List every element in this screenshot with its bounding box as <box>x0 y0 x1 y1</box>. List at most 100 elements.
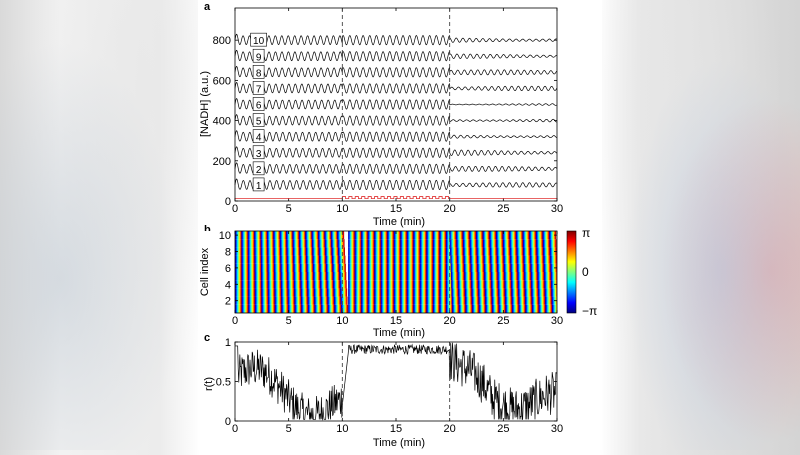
phase-stripe <box>301 296 308 305</box>
panel-c-ytick-label: 1 <box>225 337 231 349</box>
phase-stripe <box>241 296 249 305</box>
cell-label-9: 9 <box>256 52 262 63</box>
phase-stripe <box>426 239 434 248</box>
phase-stripe <box>287 288 295 297</box>
phase-stripe <box>458 304 466 313</box>
phase-stripe <box>367 272 375 281</box>
phase-stripe <box>406 231 414 240</box>
phase-stripe <box>274 304 282 313</box>
phase-stripe <box>312 247 320 256</box>
phase-stripe <box>419 304 427 313</box>
panel-c-xtick-label: 15 <box>390 423 402 435</box>
phase-stripe <box>498 296 506 305</box>
phase-stripe <box>490 263 498 272</box>
panel-b-mask-left <box>198 231 235 313</box>
phase-stripe <box>482 231 490 240</box>
phase-stripe <box>299 255 307 264</box>
phase-stripe <box>400 231 408 240</box>
phase-stripe <box>348 280 355 289</box>
phase-stripe <box>419 247 427 256</box>
phase-stripe <box>511 280 519 289</box>
panel-b-xlabel: Time (min) <box>373 327 425 339</box>
phase-stripe <box>293 272 301 281</box>
cell-label-5: 5 <box>256 117 262 128</box>
panel-a-xtick-label: 10 <box>336 203 348 215</box>
cell-label-10: 10 <box>253 36 265 47</box>
phase-stripe <box>280 263 288 272</box>
phase-stripe <box>387 255 395 264</box>
nadh-trace-cell-1 <box>234 178 557 190</box>
phase-stripe <box>387 239 395 248</box>
phase-stripe <box>503 247 511 256</box>
phase-stripe <box>361 239 368 248</box>
cell-label-2: 2 <box>256 165 262 176</box>
phase-stripe <box>543 255 551 264</box>
phase-stripe <box>457 272 465 281</box>
phase-stripe <box>254 231 262 240</box>
phase-stripe <box>445 239 453 248</box>
panel-c-xtick-label: 10 <box>336 423 348 435</box>
phase-stripe <box>324 239 332 248</box>
phase-stripe <box>241 263 249 272</box>
phase-stripe <box>393 247 401 256</box>
panel-b-ytick-label: 8 <box>225 247 231 259</box>
phase-stripe <box>261 288 269 297</box>
phase-stripe <box>300 272 308 281</box>
phase-stripe <box>280 272 288 281</box>
phase-stripe <box>517 280 525 289</box>
phase-stripe <box>254 296 262 305</box>
phase-stripe <box>248 288 256 297</box>
phase-stripe <box>326 280 334 289</box>
panel-a-ytick-label: 600 <box>213 75 231 87</box>
phase-stripe <box>354 272 362 281</box>
phase-stripe <box>314 296 322 305</box>
cell-label-4: 4 <box>256 133 262 144</box>
phase-stripe <box>483 255 491 264</box>
phase-stripe <box>449 231 457 240</box>
panel-c-ytick-label: 0 <box>225 416 231 428</box>
panel-a-xlabel: Time (min) <box>373 216 425 228</box>
phase-stripe <box>522 239 530 248</box>
phase-stripe <box>439 304 447 313</box>
panel-b-xtick-label: 30 <box>551 315 563 327</box>
phase-stripe <box>550 255 558 264</box>
phase-stripe <box>287 296 295 305</box>
phase-stripe <box>305 247 313 256</box>
phase-stripe <box>451 288 459 297</box>
phase-stripe <box>545 304 553 313</box>
phase-stripe <box>450 263 458 272</box>
phase-stripe <box>495 231 503 240</box>
phase-stripe <box>266 231 274 240</box>
phase-stripe <box>333 288 341 297</box>
phase-stripe <box>457 263 465 272</box>
panel-a-xtick-label: 20 <box>444 203 456 215</box>
phase-stripe <box>254 304 262 313</box>
phase-stripe <box>400 247 408 256</box>
phase-stripe <box>510 255 518 264</box>
phase-stripe <box>254 255 262 264</box>
phase-stripe <box>387 280 395 289</box>
phase-stripe <box>463 247 471 256</box>
phase-stripe <box>387 272 395 281</box>
phase-stripe <box>450 255 458 264</box>
phase-stripe <box>413 239 421 248</box>
cell-label-box <box>252 97 265 111</box>
phase-stripe <box>538 304 546 313</box>
phase-stripe <box>498 288 506 297</box>
phase-stripe <box>393 231 401 240</box>
phase-stripe <box>380 272 388 281</box>
phase-stripe <box>248 304 256 313</box>
phase-stripe <box>279 231 287 240</box>
phase-stripe <box>367 231 375 240</box>
phase-stripe <box>313 272 321 281</box>
phase-stripe <box>400 255 408 264</box>
phase-stripe <box>532 304 539 313</box>
phase-stripe <box>333 280 341 289</box>
phase-stripe <box>348 263 355 272</box>
phase-stripe <box>497 280 505 289</box>
phase-stripe <box>348 272 355 281</box>
phase-stripe <box>340 288 348 297</box>
phase-stripe <box>330 231 338 240</box>
phase-stripe <box>318 247 326 256</box>
phase-stripe <box>260 247 268 256</box>
